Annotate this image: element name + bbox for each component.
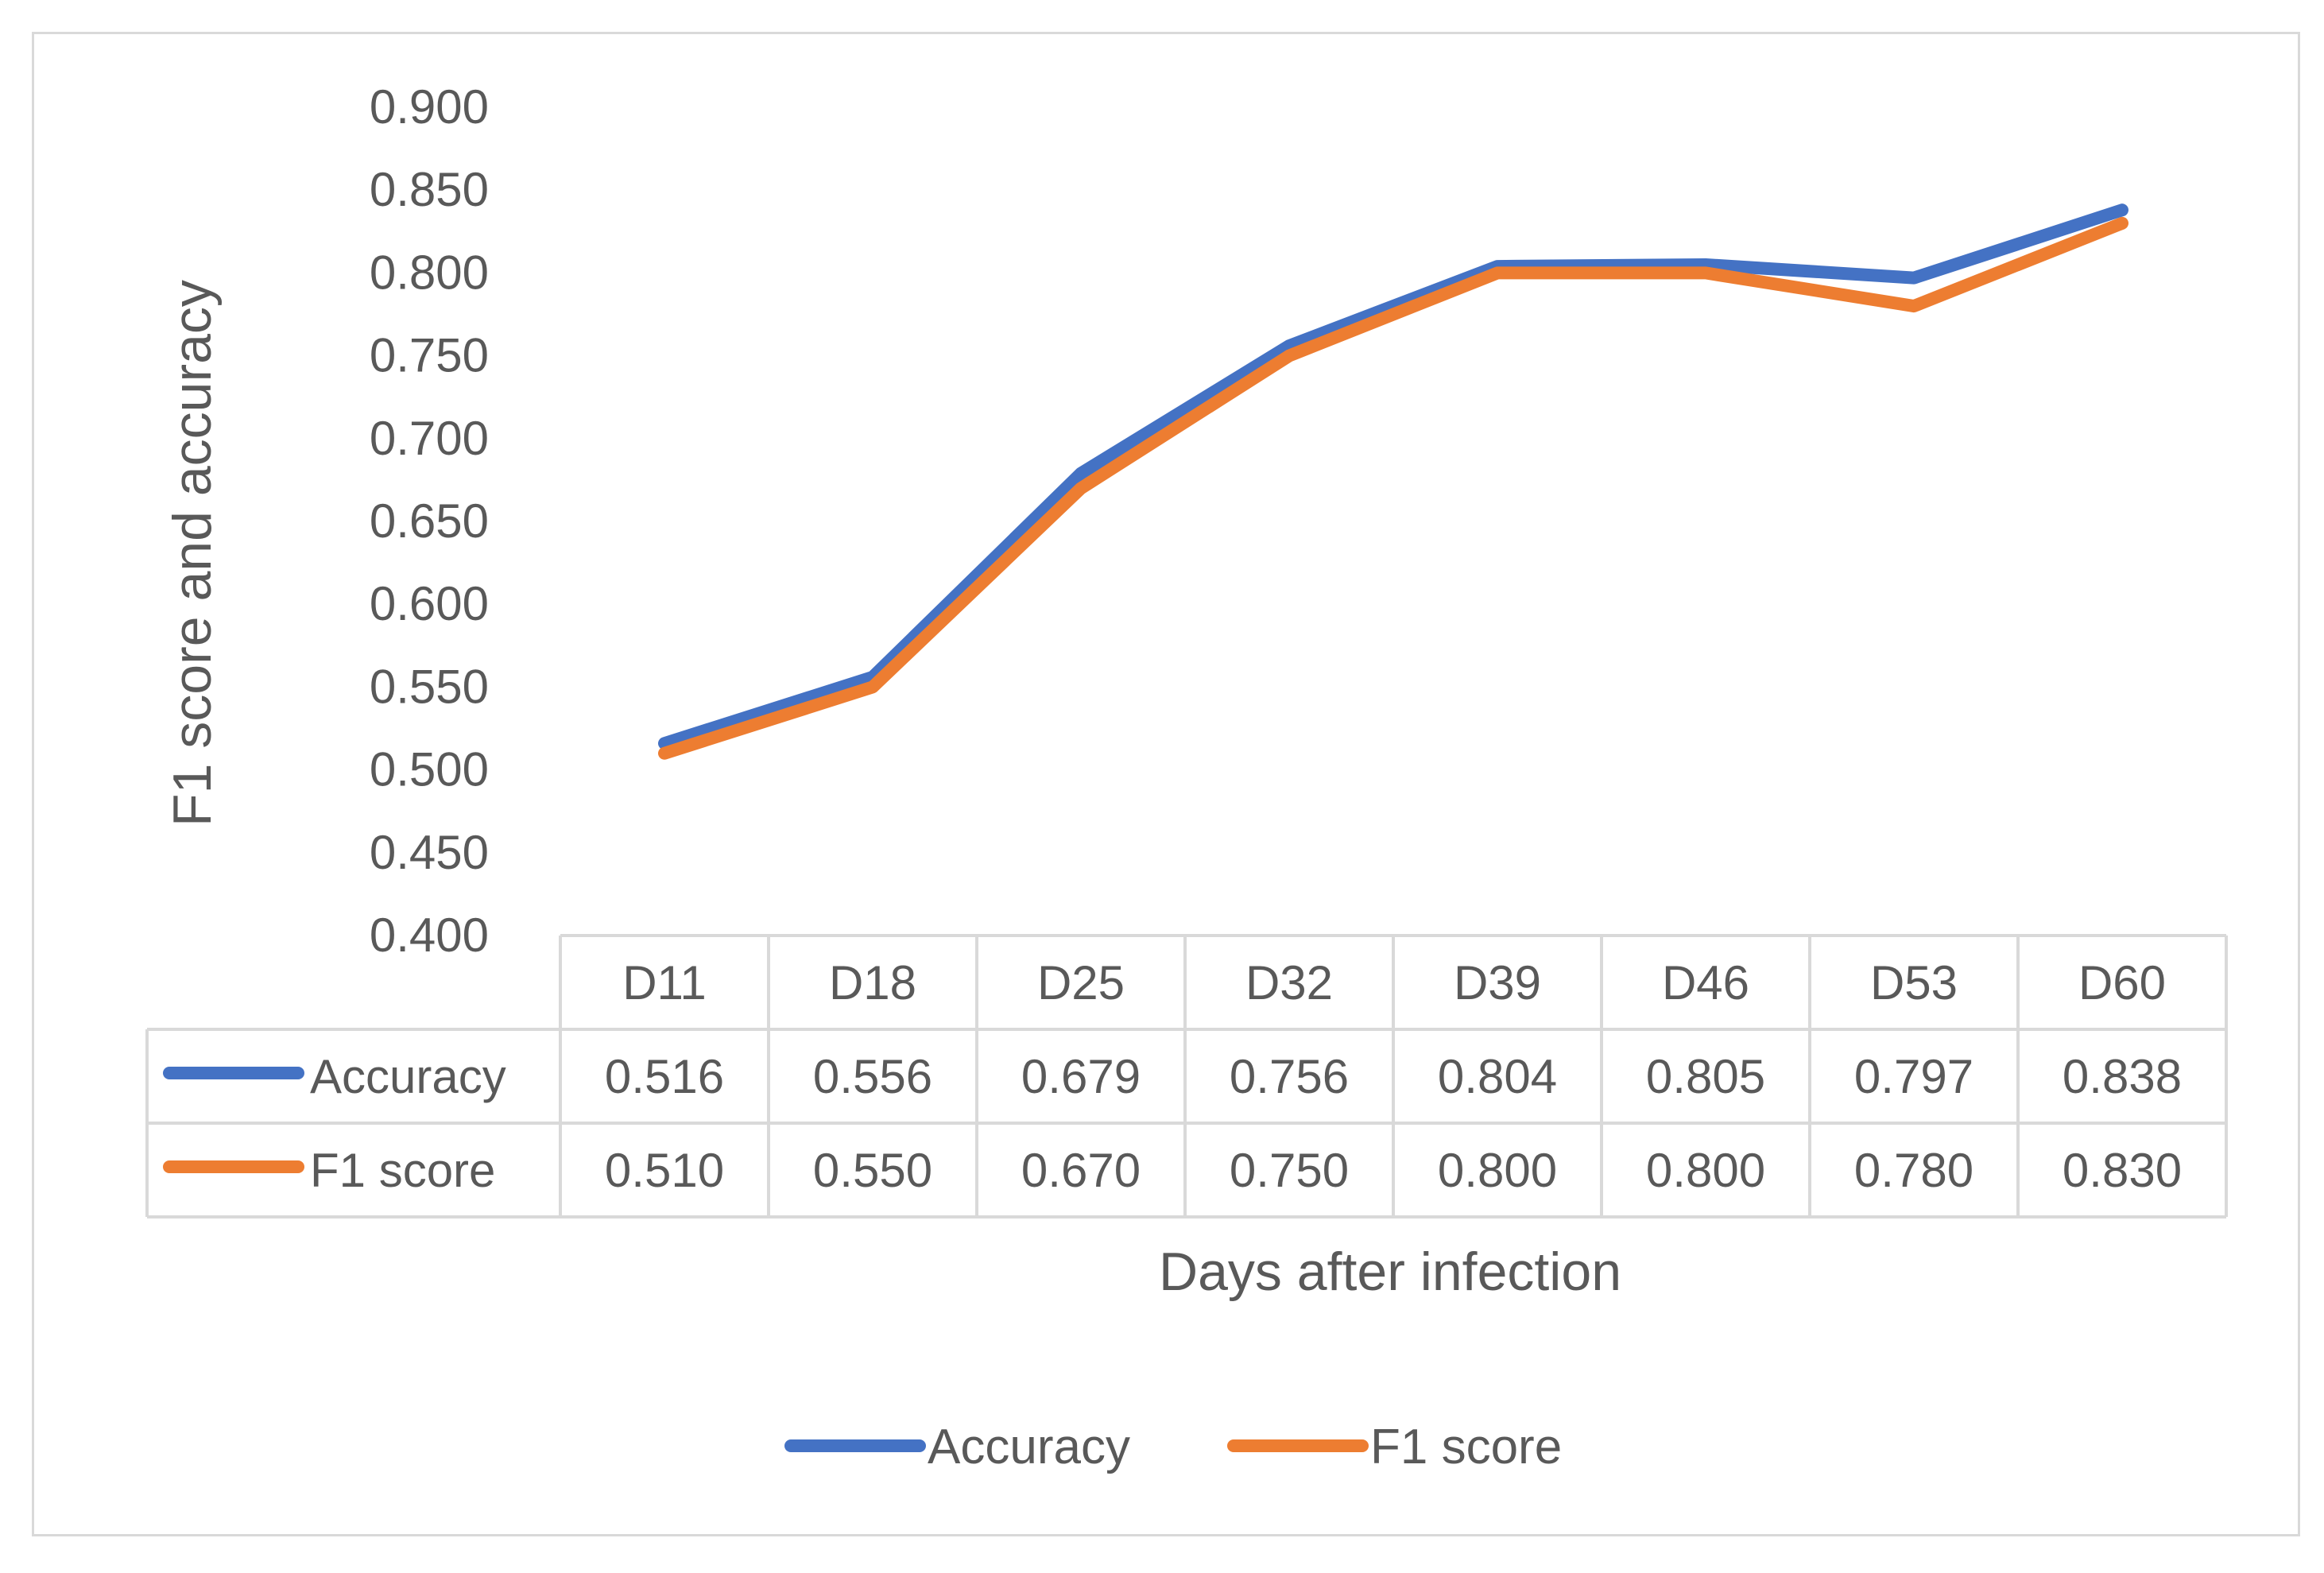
data-label: 0.756	[1230, 1050, 1349, 1103]
y-tick-label: 0.900	[370, 80, 489, 134]
y-tick-label: 0.750	[370, 329, 489, 382]
data-label: 0.838	[2063, 1050, 2182, 1103]
y-tick-label: 0.550	[370, 660, 489, 713]
table-series-name: F1 score	[310, 1144, 495, 1197]
data-label: 0.516	[605, 1050, 724, 1103]
line-chart: 0.400 0.450 0.500 0.550 0.600 0.650 0.700 0.750…	[145, 80, 2228, 1474]
data-label: 0.800	[1646, 1144, 1765, 1197]
legend-label: F1 score	[1370, 1420, 1562, 1474]
data-label: 0.670	[1021, 1144, 1141, 1197]
chart-frame: 0.400 0.450 0.500 0.550 0.600 0.650 0.700 0.750…	[32, 32, 2300, 1536]
data-label: 0.830	[2063, 1144, 2182, 1197]
data-label: 0.679	[1021, 1050, 1141, 1103]
data-label: 0.800	[1438, 1144, 1557, 1197]
data-label: 0.804	[1438, 1050, 1557, 1103]
data-label: 0.550	[813, 1144, 932, 1197]
x-tick-label: D32	[1245, 956, 1333, 1009]
y-tick-label: 0.600	[370, 577, 489, 630]
y-tick-label: 0.650	[370, 494, 489, 548]
x-tick-label: D18	[829, 956, 916, 1009]
table-series-name: Accuracy	[310, 1050, 506, 1103]
y-tick-label: 0.700	[370, 412, 489, 465]
data-label: 0.556	[813, 1050, 932, 1103]
y-tick-label: 0.450	[370, 826, 489, 879]
x-tick-label: D46	[1662, 956, 1749, 1009]
data-table: D11 D18 D25 D32 D39 D46 D53 D60 Accuracy 0.516 0.5…	[145, 934, 2228, 1218]
y-tick-label: 0.500	[370, 743, 489, 796]
y-tick-label: 0.850	[370, 163, 489, 216]
series-lines	[658, 203, 2128, 760]
y-axis-title: F1 score and accuracy	[162, 280, 223, 827]
x-tick-label: D53	[1870, 956, 1958, 1009]
y-tick-label: 0.800	[370, 246, 489, 299]
legend-label: Accuracy	[928, 1420, 1130, 1474]
legend: Accuracy F1 score	[784, 1420, 1562, 1474]
y-axis-ticks: 0.400 0.450 0.500 0.550 0.600 0.650 0.700 0.750…	[370, 80, 489, 962]
data-label: 0.805	[1646, 1050, 1765, 1103]
x-tick-label: D11	[622, 956, 707, 1009]
x-tick-label: D60	[2078, 956, 2166, 1009]
x-axis-title: Days after infection	[1159, 1242, 1621, 1302]
data-label: 0.780	[1854, 1144, 1973, 1197]
data-label: 0.510	[605, 1144, 724, 1197]
x-tick-label: D25	[1037, 956, 1125, 1009]
x-tick-label: D39	[1454, 956, 1541, 1009]
series-line	[658, 216, 2128, 760]
data-label: 0.750	[1230, 1144, 1349, 1197]
data-label: 0.797	[1854, 1050, 1973, 1103]
series-line	[658, 203, 2128, 750]
y-tick-label: 0.400	[370, 909, 489, 962]
